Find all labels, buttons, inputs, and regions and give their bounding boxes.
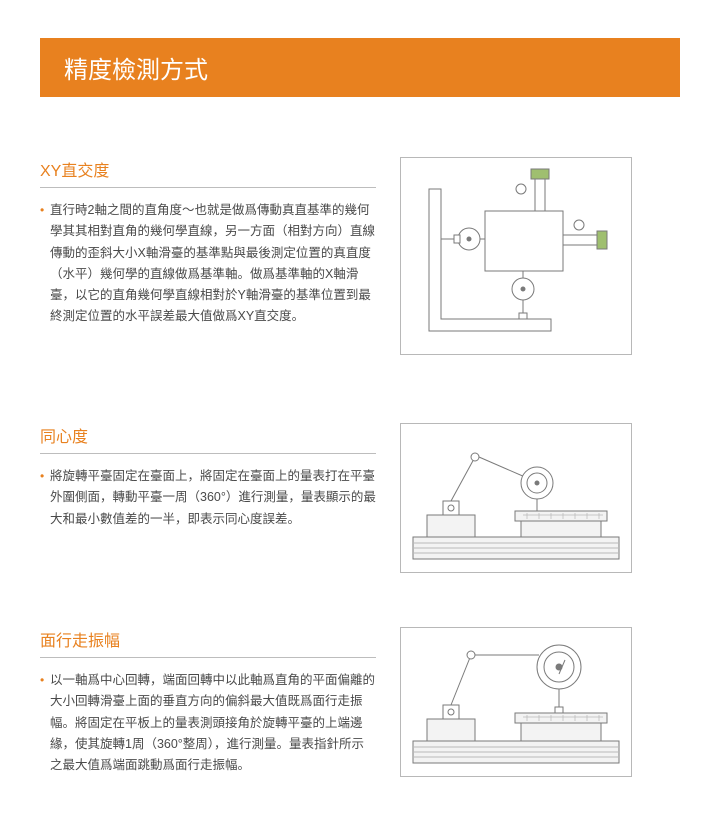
section-heading: 同心度 [40, 423, 376, 454]
section-body: 將旋轉平臺固定在臺面上，將固定在臺面上的量表打在平臺外圍側面，轉動平臺一周（36… [40, 466, 376, 530]
section-heading: 面行走振幅 [40, 627, 376, 658]
section-runout: 面行走振幅 以一軸爲中心回轉，端面回轉中以此軸爲直角的平面偏離的大小回轉滑臺上面… [40, 627, 680, 777]
section-heading: XY直交度 [40, 157, 376, 188]
diagram-runout [400, 627, 632, 777]
section-xy-squareness: XY直交度 直行時2軸之間的直角度～也就是做爲傳動真直基準的幾何學其其相對直角的… [40, 157, 680, 355]
page-title: 精度檢測方式 [40, 38, 680, 97]
section-concentricity: 同心度 將旋轉平臺固定在臺面上，將固定在臺面上的量表打在平臺外圍側面，轉動平臺一… [40, 423, 680, 573]
section-body: 直行時2軸之間的直角度～也就是做爲傳動真直基準的幾何學其其相對直角的幾何學直線，… [40, 200, 376, 328]
diagram-concentricity [400, 423, 632, 573]
diagram-xy-squareness [400, 157, 632, 355]
section-body: 以一軸爲中心回轉，端面回轉中以此軸爲直角的平面偏離的大小回轉滑臺上面的垂直方向的… [40, 670, 376, 776]
